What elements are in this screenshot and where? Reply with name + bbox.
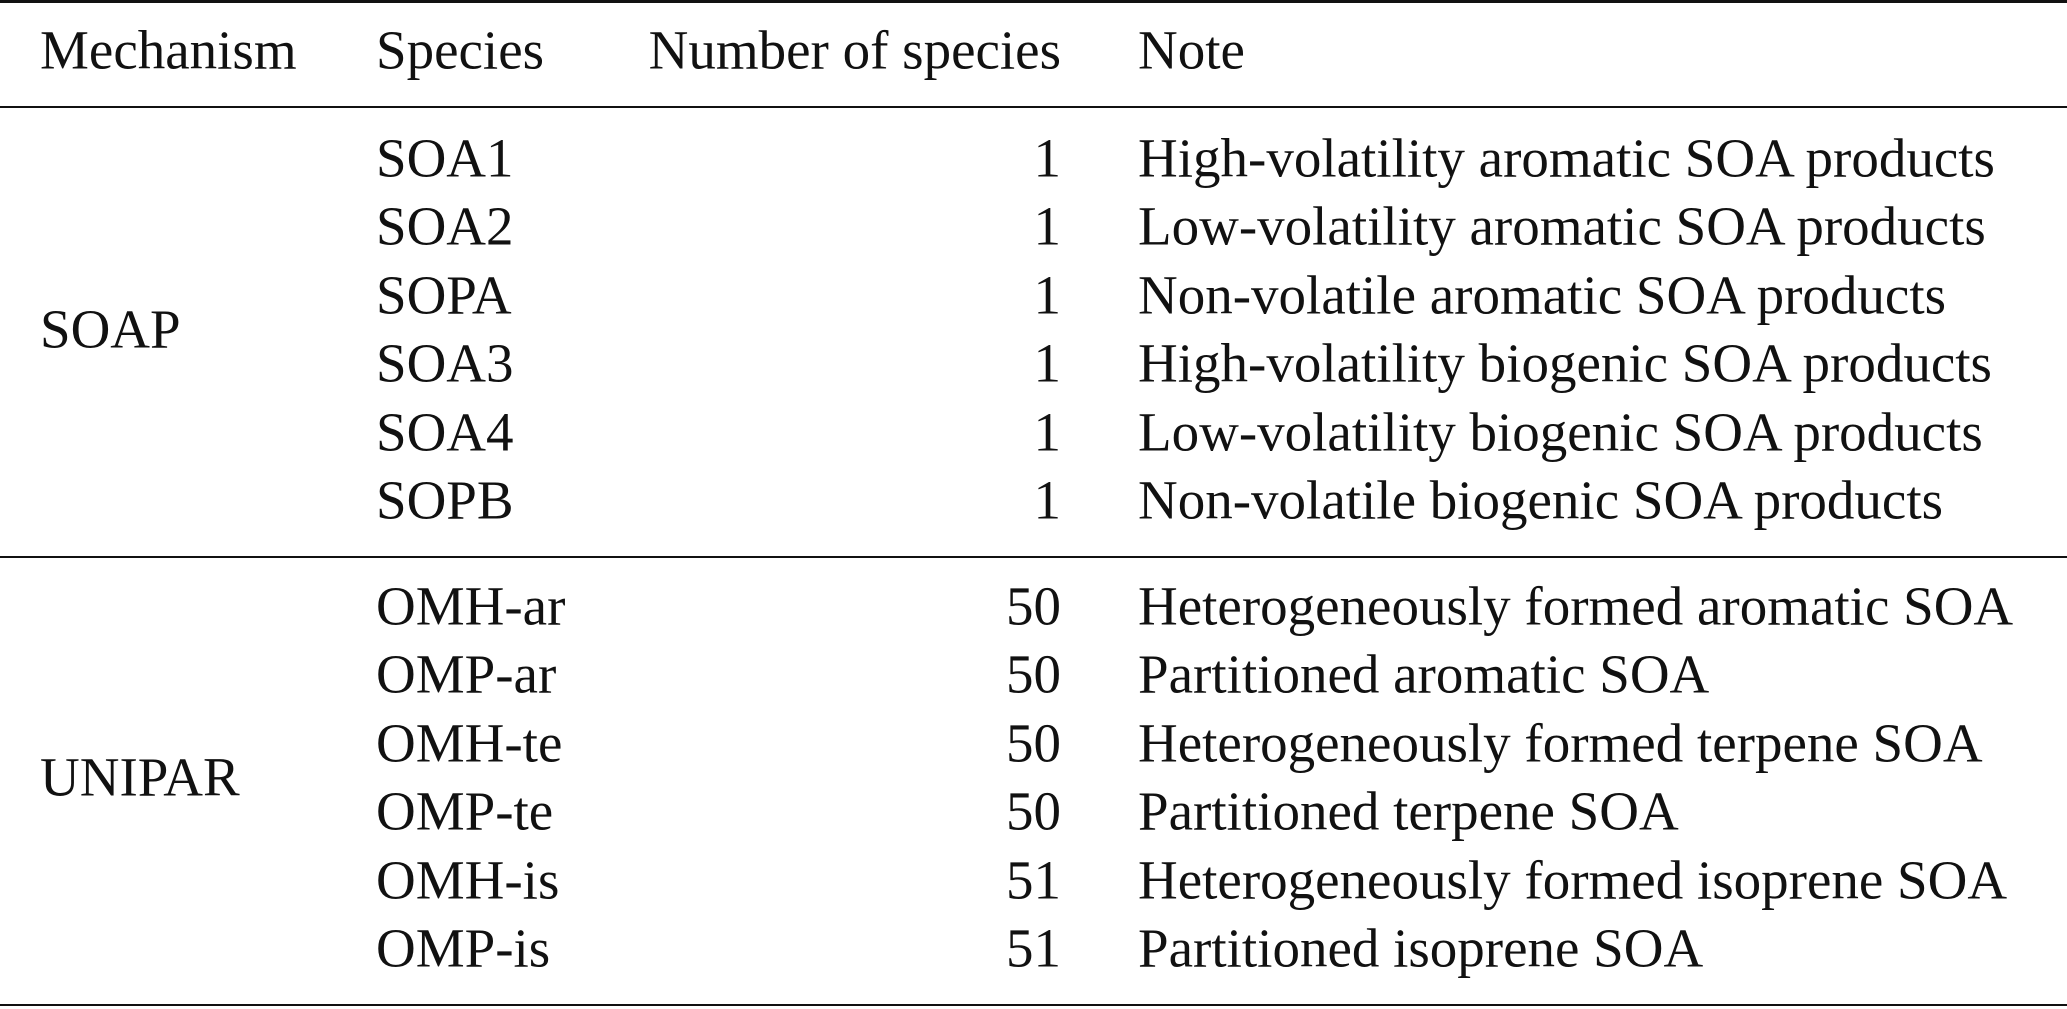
top-rule xyxy=(0,0,2067,3)
note-cell: Low-volatility biogenic SOA products xyxy=(1138,401,1983,463)
number-cell: 51 xyxy=(1006,849,1061,911)
number-cell: 50 xyxy=(1006,643,1061,705)
number-cell: 50 xyxy=(1006,780,1061,842)
species-cell: SOA2 xyxy=(376,195,514,257)
header-note: Note xyxy=(1138,19,1245,81)
note-cell: Heterogeneously formed terpene SOA xyxy=(1138,712,1983,774)
number-cell: 1 xyxy=(1033,127,1062,189)
mechanism-label: SOAP xyxy=(40,298,181,360)
number-cell: 1 xyxy=(1033,401,1062,463)
note-cell: Heterogeneously formed isoprene SOA xyxy=(1138,849,2008,911)
note-cell: Non-volatile aromatic SOA products xyxy=(1138,264,1947,326)
note-cell: Low-volatility aromatic SOA products xyxy=(1138,195,1986,257)
header-mechanism: Mechanism xyxy=(40,19,297,81)
number-cell: 1 xyxy=(1033,469,1062,531)
number-cell: 50 xyxy=(1006,712,1061,774)
species-cell: OMH-ar xyxy=(376,575,566,637)
species-cell: OMP-is xyxy=(376,917,551,979)
species-cell: OMH-is xyxy=(376,849,560,911)
species-cell: SOPB xyxy=(376,469,514,531)
species-cell: SOA1 xyxy=(376,127,514,189)
species-cell: SOA4 xyxy=(376,401,514,463)
header-rule xyxy=(0,106,2067,108)
number-cell: 51 xyxy=(1006,917,1061,979)
mechanism-label: UNIPAR xyxy=(40,746,240,808)
group-rule xyxy=(0,556,2067,558)
species-cell: SOA3 xyxy=(376,332,514,394)
header-number: Number of species xyxy=(648,19,1061,81)
number-cell: 1 xyxy=(1033,195,1062,257)
species-cell: OMH-te xyxy=(376,712,563,774)
note-cell: Heterogeneously formed aromatic SOA xyxy=(1138,575,2014,637)
number-cell: 1 xyxy=(1033,264,1062,326)
note-cell: Non-volatile biogenic SOA products xyxy=(1138,469,1944,531)
note-cell: Partitioned terpene SOA xyxy=(1138,780,1679,842)
note-cell: High-volatility aromatic SOA products xyxy=(1138,127,1995,189)
species-cell: SOPA xyxy=(376,264,512,326)
species-cell: OMP-te xyxy=(376,780,554,842)
note-cell: High-volatility biogenic SOA products xyxy=(1138,332,1992,394)
species-cell: OMP-ar xyxy=(376,643,557,705)
number-cell: 1 xyxy=(1033,332,1062,394)
note-cell: Partitioned isoprene SOA xyxy=(1138,917,1704,979)
number-cell: 50 xyxy=(1006,575,1061,637)
header-species: Species xyxy=(376,19,545,81)
note-cell: Partitioned aromatic SOA xyxy=(1138,643,1710,705)
bottom-rule xyxy=(0,1004,2067,1006)
